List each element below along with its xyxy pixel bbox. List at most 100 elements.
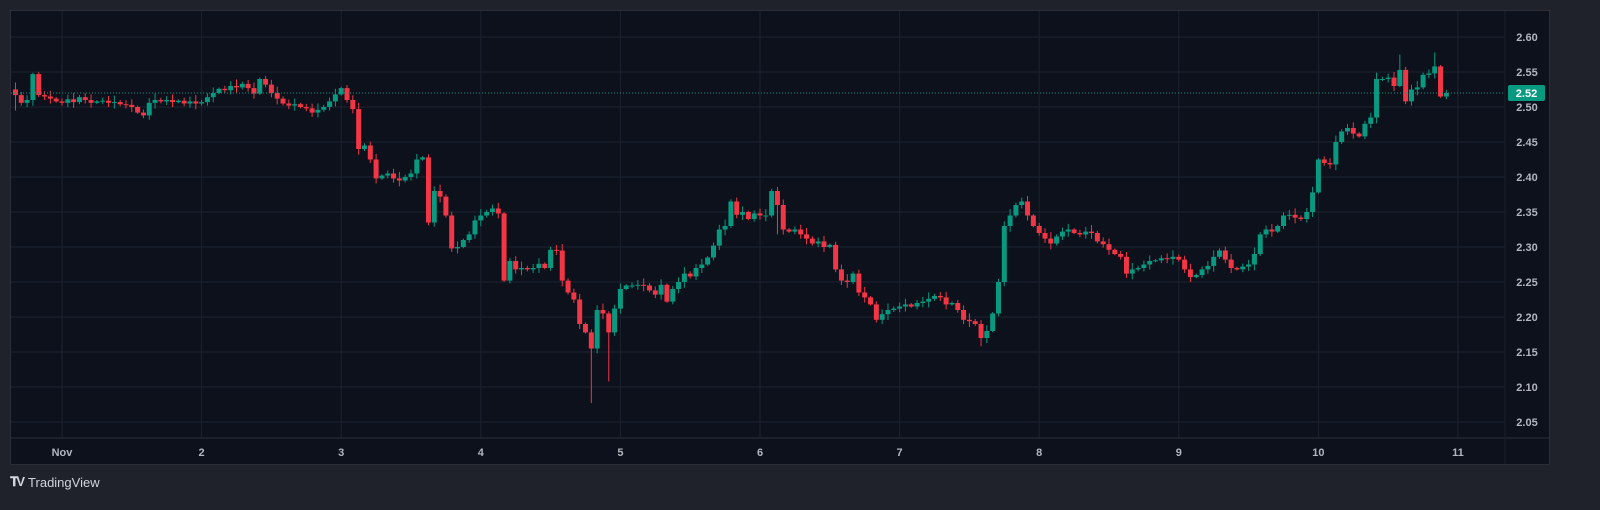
price-axis-label: 2.05 [1516, 417, 1537, 429]
candle-up [902, 304, 908, 307]
candle-up [1147, 261, 1153, 265]
candle-up [926, 298, 932, 302]
candle-up [1065, 229, 1071, 232]
candle-down [641, 284, 647, 286]
candle-up [420, 157, 426, 160]
candle-down [937, 296, 943, 298]
chart-frame[interactable] [10, 10, 1550, 465]
candle-down [1106, 244, 1112, 250]
time-axis-label: 2 [199, 447, 205, 459]
candle-up [897, 306, 903, 309]
candle-down [978, 324, 984, 338]
candle-up [699, 264, 705, 268]
candle-down [571, 292, 577, 300]
candle-down [344, 88, 350, 100]
time-axis-label: 6 [757, 447, 763, 459]
candle-up [332, 94, 338, 102]
candle-down [804, 234, 810, 239]
candle-down [47, 96, 53, 99]
candle-down [1164, 258, 1170, 260]
candle-down [955, 303, 961, 310]
candle-up [932, 296, 937, 299]
time-axis-label: 9 [1176, 447, 1182, 459]
candle-up [716, 229, 722, 246]
candle-down [774, 191, 780, 205]
candle-up [1141, 264, 1147, 268]
candle-up [431, 191, 437, 223]
candle-up [204, 97, 210, 103]
candle-up [740, 212, 746, 215]
candle-up [455, 247, 461, 249]
price-axis-label: 2.20 [1516, 312, 1537, 324]
candle-up [1158, 258, 1164, 261]
candle-up [885, 310, 891, 315]
candle-up [1408, 89, 1414, 102]
candle-down [297, 104, 303, 107]
candle-up [827, 244, 833, 247]
candle-down [501, 213, 507, 281]
candle-down [129, 104, 135, 107]
candle-down [856, 273, 862, 293]
candle-down [780, 205, 786, 230]
candle-up [617, 289, 623, 309]
price-axis-label: 2.10 [1516, 382, 1537, 394]
candle-up [30, 74, 36, 100]
candle-down [1100, 241, 1106, 245]
candle-down [961, 310, 967, 320]
tradingview-logo-icon: 𝐓V [10, 474, 25, 489]
candle-up [705, 257, 711, 265]
candle-down [588, 332, 594, 349]
candle-down [1222, 250, 1228, 260]
price-axis-label: 2.50 [1516, 102, 1537, 114]
candle-down [71, 99, 77, 103]
candle-up [850, 273, 856, 282]
candle-down [821, 241, 827, 247]
candle-down [862, 292, 868, 298]
candle-up [676, 282, 682, 289]
candle-down [1182, 259, 1188, 270]
candle-up [1054, 236, 1060, 244]
candle-up [1286, 214, 1292, 216]
candle-down [1042, 233, 1048, 239]
candle-up [1315, 159, 1321, 193]
candle-down [600, 310, 606, 314]
candle-down [1292, 214, 1298, 218]
candle-up [751, 213, 757, 219]
candle-up [1129, 269, 1135, 274]
tradingview-logo[interactable]: 𝐓V TradingView [10, 474, 100, 490]
candle-up [210, 93, 216, 98]
time-axis-label: 5 [617, 447, 623, 459]
candle-up [327, 101, 333, 107]
candle-down [140, 112, 146, 116]
candle-down [82, 97, 88, 100]
candle-down [1350, 128, 1356, 134]
candle-down [524, 268, 530, 270]
time-axis-label: 3 [338, 447, 344, 459]
candle-up [187, 101, 193, 104]
candle-up [239, 83, 245, 88]
candle-down [495, 208, 501, 214]
candle-down [1176, 256, 1182, 260]
candle-down [309, 108, 315, 113]
candle-down [88, 100, 94, 103]
candle-up [1281, 215, 1286, 226]
candle-down [18, 95, 24, 103]
candle-up [507, 261, 513, 281]
candle-up [1170, 256, 1176, 259]
time-axis-label: 4 [478, 447, 485, 459]
candle-up [1083, 231, 1089, 235]
candle-down [1228, 259, 1234, 268]
candle-up [408, 173, 414, 177]
candle-up [1257, 234, 1263, 254]
candle-down [809, 238, 815, 244]
candle-down [263, 79, 269, 85]
candle-down [42, 95, 48, 97]
candle-up [1344, 128, 1350, 132]
candle-up [414, 159, 420, 174]
candle-up [484, 212, 490, 216]
candle-down [286, 103, 292, 106]
candle-down [577, 299, 583, 324]
last-price-badge [1508, 85, 1545, 101]
candle-up [1333, 142, 1339, 165]
